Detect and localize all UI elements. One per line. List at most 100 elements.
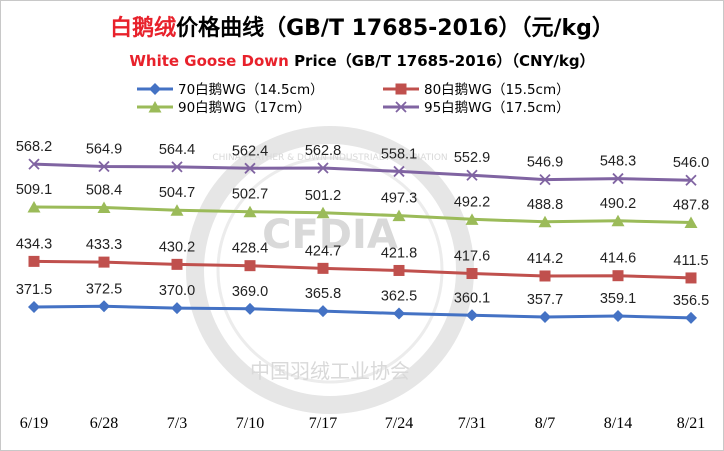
legend-label: 95白鹅WG（17.5cm） <box>424 99 570 116</box>
data-label: 564.4 <box>159 142 195 158</box>
data-label: 497.3 <box>381 191 417 207</box>
chart-title-cn: 白鹅绒价格曲线（GB/T 17685-2016）（元/kg） <box>0 10 724 42</box>
data-point <box>98 160 110 173</box>
data-label: 371.5 <box>16 282 52 298</box>
data-point <box>98 256 110 268</box>
data-point <box>685 311 697 324</box>
data-point <box>392 209 406 222</box>
data-label: 501.2 <box>305 188 341 204</box>
x-tick-label: 7/24 <box>385 415 413 432</box>
series-line <box>33 304 692 320</box>
x-tick-label: 8/21 <box>677 415 705 432</box>
data-point <box>316 206 330 219</box>
x-tick-label: 6/28 <box>90 415 118 432</box>
data-label: 548.3 <box>600 154 636 170</box>
data-label: 362.5 <box>381 289 417 305</box>
legend-item: 70白鹅WG（14.5cm） <box>137 81 324 98</box>
data-label: 365.8 <box>305 286 341 302</box>
chart-title-en: White Goose Down Price（GB/T 17685-2016）（… <box>0 50 724 71</box>
data-point <box>393 307 405 320</box>
data-label: 558.1 <box>381 146 417 162</box>
data-label: 369.0 <box>232 284 268 300</box>
series-3: 509.1 508.4 504.7 502.7 501.2 497.3 492.2 488.8… <box>16 182 709 229</box>
data-point <box>539 173 551 186</box>
x-tick-label: 8/14 <box>604 415 632 432</box>
series-line <box>33 205 692 224</box>
data-label: 490.2 <box>600 196 636 212</box>
data-point <box>539 270 551 282</box>
data-point <box>171 161 183 173</box>
data-point <box>612 270 624 282</box>
data-label: 568.2 <box>16 139 52 155</box>
data-label: 509.1 <box>16 182 52 198</box>
data-label: 433.3 <box>86 237 122 253</box>
legend-item: 95白鹅WG（17.5cm） <box>383 99 570 116</box>
data-label: 357.7 <box>527 292 563 308</box>
legend-marker <box>149 83 161 95</box>
data-label: 414.2 <box>527 251 563 267</box>
data-label: 508.4 <box>86 183 122 199</box>
series-line <box>33 259 692 280</box>
legend-marker <box>148 101 162 113</box>
data-point <box>539 311 551 324</box>
data-point <box>612 310 624 323</box>
data-label: 421.8 <box>381 246 417 262</box>
data-point <box>611 214 625 227</box>
x-tick-label: 7/17 <box>309 415 337 432</box>
data-label: 370.0 <box>159 283 195 299</box>
data-point <box>466 309 478 322</box>
data-label: 411.5 <box>673 253 708 269</box>
series-2: 434.3 433.3 430.2 428.4 424.7 421.8 417.6 414.2… <box>16 236 709 284</box>
data-point <box>684 216 698 229</box>
legend-label: 90白鹅WG（17cm） <box>178 99 311 116</box>
data-label: 487.8 <box>673 198 709 214</box>
data-label: 502.7 <box>232 187 268 203</box>
data-label: 562.8 <box>305 143 341 159</box>
data-point <box>317 162 329 174</box>
data-point <box>244 260 256 272</box>
data-label: 504.7 <box>159 185 195 201</box>
legend-label: 70白鹅WG（14.5cm） <box>178 81 324 98</box>
watermark-bottom: 中国羽绒工业协会 <box>250 359 410 383</box>
data-point <box>466 169 478 181</box>
series-1: 371.5 372.5 370.0 369.0 365.8 362.5 360.1 357.7… <box>16 281 709 324</box>
data-label: 488.8 <box>527 197 563 213</box>
watermark-ring: CHINA FEATHER & DOWN INDUSTRIAL ASSOCIAT… <box>212 153 447 163</box>
data-label: 356.5 <box>673 293 709 309</box>
data-point <box>685 174 697 186</box>
data-point <box>317 305 329 318</box>
data-point <box>27 201 41 213</box>
legend-marker <box>395 101 407 113</box>
legend-marker <box>395 83 407 95</box>
series-line <box>33 162 692 182</box>
data-point <box>28 255 40 267</box>
title-en-rest: Price（GB/T 17685-2016）（CNY/kg） <box>288 52 595 70</box>
data-label: 360.1 <box>454 290 490 306</box>
data-point <box>171 302 183 315</box>
data-label: 359.1 <box>600 291 636 307</box>
series-4: 568.2 564.9 564.4 562.4 562.8 558.1 552.9 546.9… <box>16 139 709 186</box>
data-point <box>393 264 405 276</box>
data-point <box>317 262 329 274</box>
legend-item: 90白鹅WG（17cm） <box>137 99 311 116</box>
watermark: CFDIA 中国羽绒工业协会 CHINA FEATHER & DOWN INDU… <box>186 126 474 414</box>
x-tick-label: 6/19 <box>20 415 48 432</box>
data-point <box>538 215 552 228</box>
legend-item: 80白鹅WG（15.5cm） <box>383 81 570 98</box>
data-label: 428.4 <box>232 241 268 257</box>
data-point <box>170 204 184 216</box>
data-point <box>465 213 479 225</box>
x-tick-label: 7/10 <box>236 415 264 432</box>
data-point <box>466 268 478 280</box>
data-label: 552.9 <box>454 150 490 166</box>
data-point <box>685 272 697 284</box>
data-label: 492.2 <box>454 194 490 210</box>
data-label: 430.2 <box>159 239 195 255</box>
data-point <box>28 158 40 170</box>
data-label: 424.7 <box>305 243 341 259</box>
data-label: 546.0 <box>673 155 709 171</box>
data-label: 372.5 <box>86 281 122 297</box>
x-axis: 6/19 6/28 7/3 7/10 7/17 7/24 7/31 8/7 8/14 8/21 <box>20 415 705 432</box>
data-point <box>244 162 256 174</box>
